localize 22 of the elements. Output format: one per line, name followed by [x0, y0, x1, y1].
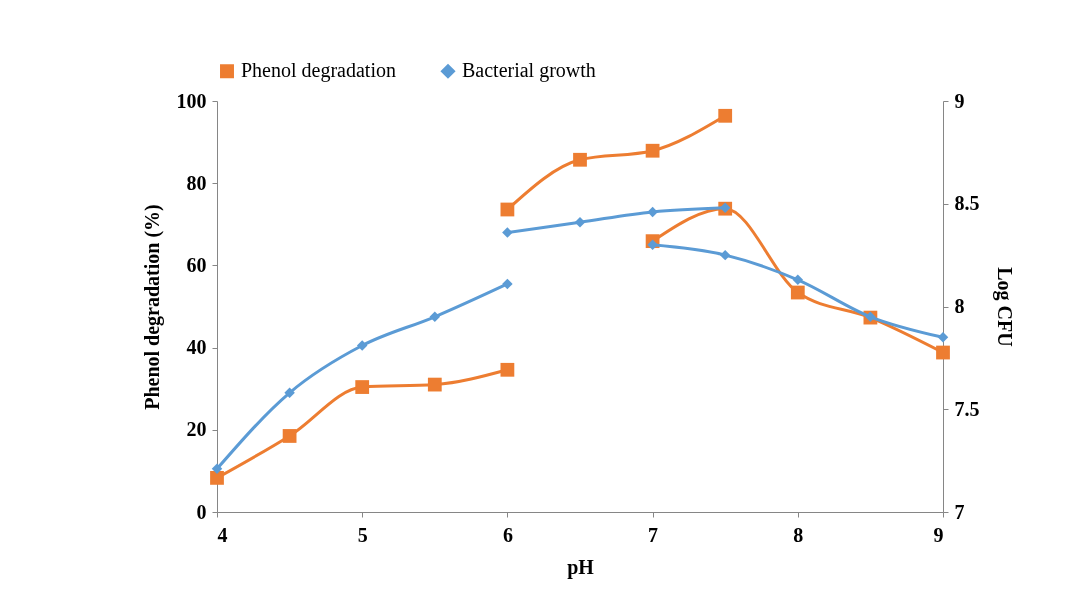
x-tick-label: 6	[502, 523, 513, 546]
x-axis-title: pH	[567, 555, 595, 579]
legend-label: Bacterial growth	[462, 59, 596, 83]
y-tick-label: 80	[186, 171, 207, 194]
y2-tick-label: 8	[954, 295, 965, 317]
y2-tick-label: 8.5	[954, 192, 980, 215]
y2-tick-label: 7.5	[954, 397, 980, 420]
y-tick-label: 20	[186, 418, 207, 441]
legend-label: Phenol degradation	[241, 59, 396, 83]
x-tick-label: 4	[217, 523, 228, 546]
x-tick-label: 9	[933, 523, 944, 546]
y2-tick-label: 7	[954, 500, 965, 523]
y-tick-label: 100	[176, 89, 207, 112]
y-tick-label: 60	[186, 253, 207, 276]
y2-axis-title: Log CFU	[992, 267, 1016, 347]
x-tick-label: 7	[648, 523, 659, 546]
x-tick-label: 5	[357, 523, 368, 546]
y-tick-label: 40	[186, 336, 207, 359]
y-axis-title: Phenol degradation (%)	[140, 204, 164, 410]
y-tick-label: 0	[196, 500, 207, 523]
x-tick-label: 8	[793, 523, 804, 546]
y2-tick-label: 9	[954, 89, 965, 112]
